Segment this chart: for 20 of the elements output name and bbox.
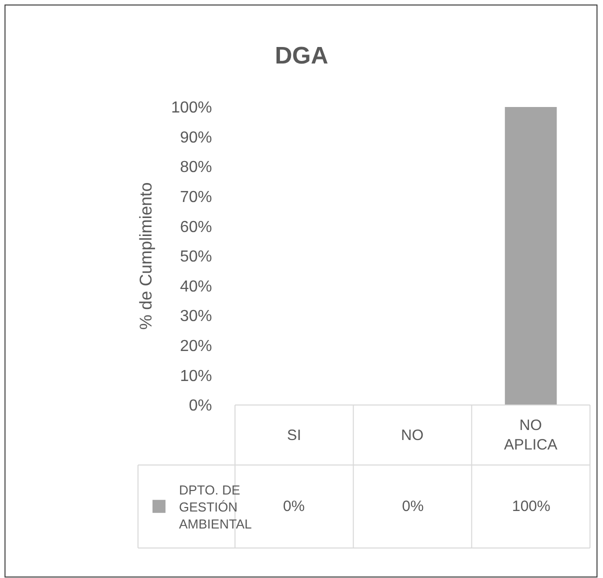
- x-tick-label: SI: [287, 427, 302, 444]
- y-tick-label: 70%: [180, 189, 212, 206]
- y-tick-label: 20%: [180, 338, 212, 355]
- chart-title: DGA: [274, 42, 328, 70]
- data-label: 0%: [402, 498, 424, 515]
- y-tick-label: 100%: [171, 100, 212, 117]
- y-tick-label: 40%: [180, 278, 212, 296]
- y-tick-label: 80%: [180, 159, 212, 176]
- y-tick-label: 60%: [180, 218, 212, 236]
- y-tick-label: 10%: [180, 368, 212, 385]
- y-tick-label: 90%: [180, 129, 212, 146]
- y-tick-label: 0%: [188, 398, 212, 415]
- data-label: 100%: [512, 498, 550, 515]
- legend-label: DPTO. DE GESTIÓN AMBIENTAL: [179, 482, 252, 532]
- data-label: 0%: [283, 498, 305, 515]
- y-tick-label: 30%: [180, 308, 212, 326]
- y-axis-title: % de Cumplimiento: [136, 182, 156, 330]
- x-tick-label: NO: [401, 427, 424, 444]
- x-tick-label: NO APLICA: [504, 417, 558, 454]
- y-tick-label: 50%: [180, 248, 212, 266]
